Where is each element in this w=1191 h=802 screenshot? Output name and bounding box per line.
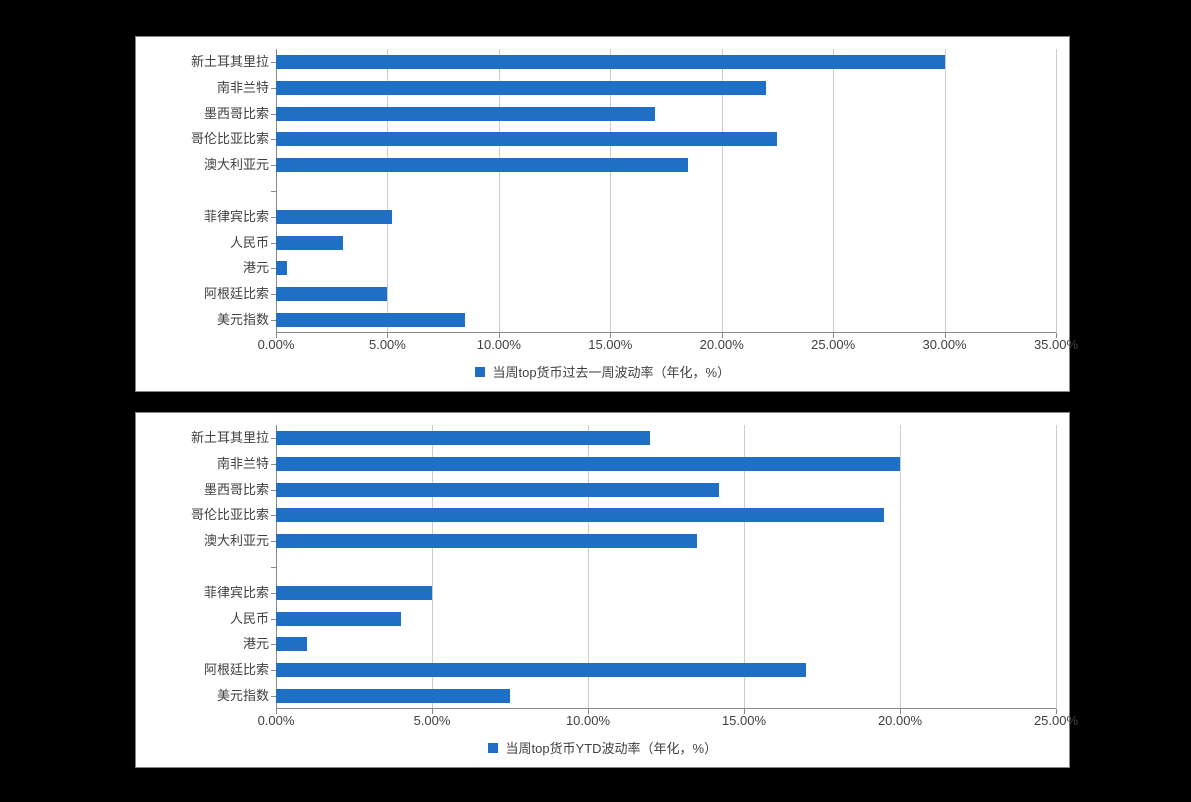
y-tick-mark <box>271 191 276 192</box>
bar <box>276 107 655 121</box>
category-label: 南非兰特 <box>139 457 269 471</box>
plot-area-top <box>276 49 1056 333</box>
bar-row <box>276 534 1056 548</box>
legend-label-bot: 当周top货币YTD波动率（年化，%） <box>505 741 717 756</box>
bar <box>276 158 688 172</box>
bar <box>276 261 287 275</box>
chart-panel-top: 当周top货币过去一周波动率（年化，%） 0.00% 5.00% 10.00% 15.… <box>135 36 1070 392</box>
category-label: 美元指数 <box>139 313 269 327</box>
y-tick-mark <box>271 567 276 568</box>
bar <box>276 508 884 522</box>
plot-area-bot <box>276 425 1056 709</box>
bar-row <box>276 55 1056 69</box>
x-tick-label: 20.00% <box>870 713 930 728</box>
category-label: 阿根廷比索 <box>139 663 269 677</box>
bar-row <box>276 107 1056 121</box>
gridline <box>1056 49 1057 333</box>
category-label: 哥伦比亚比索 <box>139 508 269 522</box>
bar-row <box>276 431 1056 445</box>
bar <box>276 612 401 626</box>
chart-panel-bot: 当周top货币YTD波动率（年化，%） 0.00% 5.00% 10.00% 15.0… <box>135 412 1070 768</box>
bar <box>276 431 650 445</box>
bar-row <box>276 637 1056 651</box>
bar-row <box>276 236 1056 250</box>
bar <box>276 663 806 677</box>
outer-black-bg: 当周top货币过去一周波动率（年化，%） 0.00% 5.00% 10.00% 15.… <box>0 0 1191 802</box>
bar-row <box>276 158 1056 172</box>
bar-row <box>276 689 1056 703</box>
bar <box>276 637 307 651</box>
bar <box>276 55 945 69</box>
x-tick-label: 5.00% <box>357 337 417 352</box>
x-tick-label: 20.00% <box>692 337 752 352</box>
bar <box>276 313 465 327</box>
bar-row <box>276 508 1056 522</box>
x-tick-label: 0.00% <box>246 713 306 728</box>
bar-row <box>276 261 1056 275</box>
bar-row <box>276 612 1056 626</box>
x-tick-label: 10.00% <box>558 713 618 728</box>
category-label: 阿根廷比索 <box>139 287 269 301</box>
x-tick-label: 35.00% <box>1026 337 1086 352</box>
bar <box>276 457 900 471</box>
bar-row <box>276 210 1056 224</box>
bar <box>276 236 343 250</box>
bar <box>276 689 510 703</box>
bar <box>276 586 432 600</box>
x-tick-label: 10.00% <box>469 337 529 352</box>
category-label: 墨西哥比索 <box>139 483 269 497</box>
bar <box>276 210 392 224</box>
category-label: 菲律宾比索 <box>139 586 269 600</box>
bar-row <box>276 287 1056 301</box>
x-tick-label: 30.00% <box>915 337 975 352</box>
category-label: 新土耳其里拉 <box>139 431 269 445</box>
category-label: 哥伦比亚比索 <box>139 132 269 146</box>
category-label: 港元 <box>139 637 269 651</box>
x-tick-label: 15.00% <box>580 337 640 352</box>
bar <box>276 483 719 497</box>
category-label: 澳大利亚元 <box>139 534 269 548</box>
bar-row <box>276 663 1056 677</box>
category-label: 新土耳其里拉 <box>139 55 269 69</box>
legend-label-top: 当周top货币过去一周波动率（年化，%） <box>492 365 730 380</box>
bar <box>276 287 387 301</box>
category-label: 菲律宾比索 <box>139 210 269 224</box>
category-label: 人民币 <box>139 236 269 250</box>
bar-row <box>276 313 1056 327</box>
x-axis-line <box>276 708 1056 709</box>
category-label: 人民币 <box>139 612 269 626</box>
legend-swatch-top <box>475 367 485 377</box>
legend-swatch-bot <box>488 743 498 753</box>
legend-bot: 当周top货币YTD波动率（年化，%） <box>136 738 1069 757</box>
bar <box>276 81 766 95</box>
category-label: 美元指数 <box>139 689 269 703</box>
legend-top: 当周top货币过去一周波动率（年化，%） <box>136 362 1069 381</box>
bar-row <box>276 81 1056 95</box>
x-tick-label: 15.00% <box>714 713 774 728</box>
gridline <box>1056 425 1057 709</box>
x-tick-label: 25.00% <box>803 337 863 352</box>
bar <box>276 534 697 548</box>
bar-row <box>276 586 1056 600</box>
category-label: 墨西哥比索 <box>139 107 269 121</box>
category-label: 南非兰特 <box>139 81 269 95</box>
category-label: 港元 <box>139 261 269 275</box>
bar-row <box>276 132 1056 146</box>
x-tick-label: 0.00% <box>246 337 306 352</box>
bar-row <box>276 483 1056 497</box>
bar <box>276 132 777 146</box>
x-tick-label: 25.00% <box>1026 713 1086 728</box>
category-label: 澳大利亚元 <box>139 158 269 172</box>
bar-row <box>276 457 1056 471</box>
x-tick-label: 5.00% <box>402 713 462 728</box>
x-axis-line <box>276 332 1056 333</box>
